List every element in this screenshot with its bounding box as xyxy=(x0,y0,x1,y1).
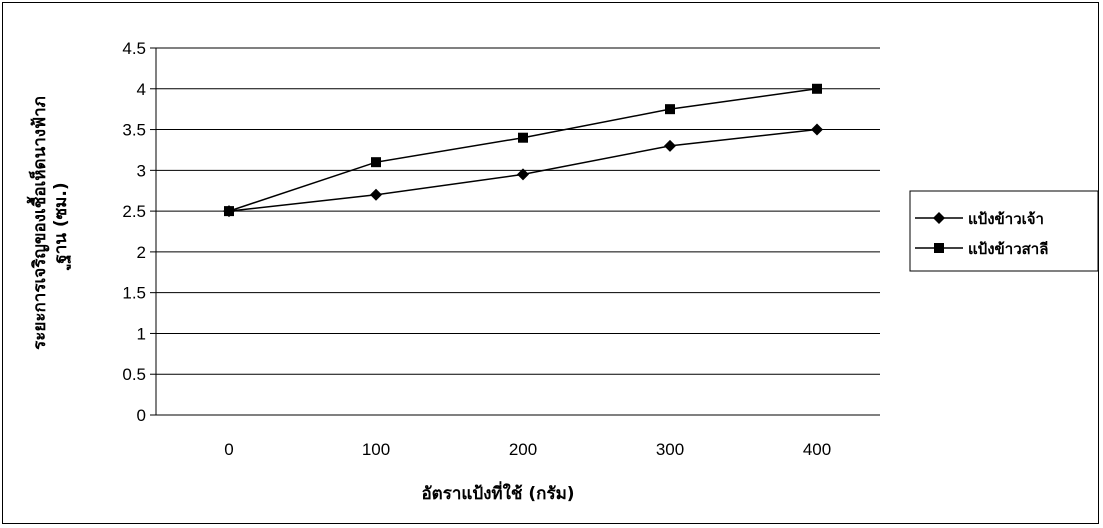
y-tick-labels: 0 0.5 1 1.5 2 2.5 3 3.5 4 4.5 xyxy=(122,39,146,425)
axes xyxy=(155,48,880,416)
x-tick-label: 400 xyxy=(803,440,831,459)
y-axis-label: ระยะการเจริญของเชื้อเห็ดนางฟ้าภูฐาน (ซม.… xyxy=(26,96,72,350)
legend-box xyxy=(909,190,1099,272)
y-tick-label: 3 xyxy=(137,161,146,180)
y-axis-label-line: ูฐาน (ซม.) xyxy=(51,182,72,270)
data-point xyxy=(518,132,528,143)
line-chart: 0 0.5 1 1.5 2 2.5 3 3.5 4 4.5 0 100 200 300 400 อัตรา… xyxy=(26,39,1099,504)
x-tick-labels: 0 100 200 300 400 xyxy=(224,440,831,459)
y-tick-label: 4.5 xyxy=(122,39,146,58)
x-tick-label: 300 xyxy=(656,440,684,459)
data-point xyxy=(665,104,675,115)
data-point xyxy=(371,157,381,168)
y-tick-label: 3.5 xyxy=(122,121,146,140)
y-tick-label: 0.5 xyxy=(122,365,146,384)
y-tick-label: 1.5 xyxy=(122,284,146,303)
data-point xyxy=(517,168,529,181)
legend-marker xyxy=(933,212,945,224)
x-tick-label: 200 xyxy=(509,440,537,459)
x-tick-label: 0 xyxy=(224,440,233,459)
y-tick-label: 2.5 xyxy=(122,202,146,221)
series-line xyxy=(228,88,818,212)
series-2 xyxy=(224,83,822,217)
legend: แป้งข้าวเจ้าแป้งข้าวสาลี xyxy=(909,190,1099,272)
x-axis-label: อัตราแป้งที่ใช้ (กรัม) xyxy=(421,481,574,504)
y-tick-label: 1 xyxy=(137,324,146,343)
series-layer xyxy=(223,83,823,218)
y-axis-label-line: ระยะการเจริญของเชื้อเห็ดนางฟ้าภ xyxy=(26,96,50,350)
gridlines xyxy=(150,47,880,416)
data-point xyxy=(664,139,676,152)
y-tick-label: 0 xyxy=(137,406,146,425)
legend-label: แป้งข้าวเจ้า xyxy=(968,210,1044,228)
data-point xyxy=(370,188,382,201)
data-point xyxy=(224,206,234,217)
y-tick-label: 4 xyxy=(137,80,146,99)
data-point xyxy=(812,83,822,94)
data-point xyxy=(811,123,823,136)
y-tick-label: 2 xyxy=(137,243,146,262)
x-tick-label: 100 xyxy=(362,440,390,459)
legend-label: แป้งข้าวสาลี xyxy=(968,240,1048,258)
legend-marker xyxy=(934,243,944,253)
